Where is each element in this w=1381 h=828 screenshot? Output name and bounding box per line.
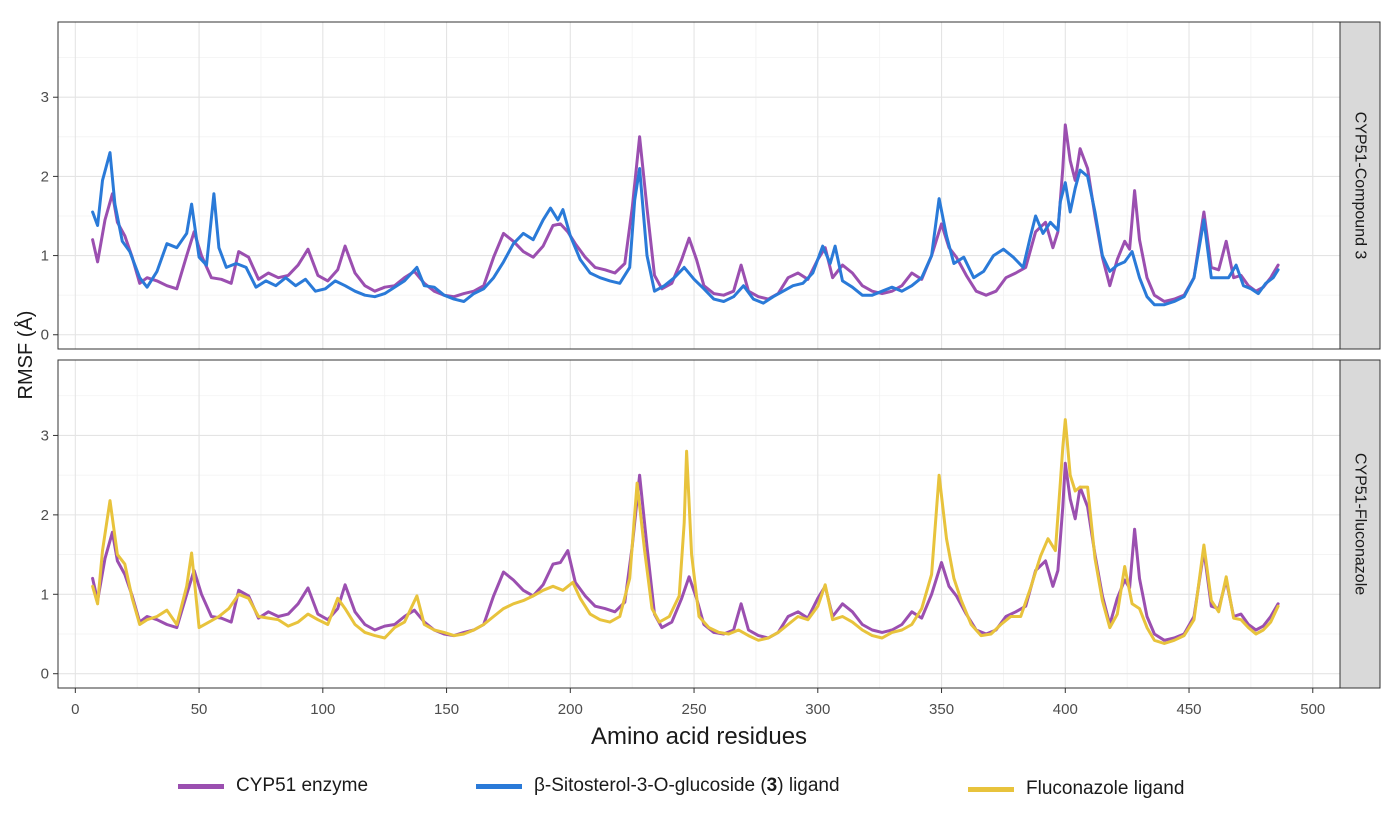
y-tick-label: 3 <box>41 427 49 444</box>
panel-border <box>57 21 1341 350</box>
panel-border <box>57 359 1341 689</box>
x-tick-label: 250 <box>682 701 707 718</box>
series-line-1-1 <box>91 418 1280 645</box>
legend-swatch-sitosterol <box>476 783 522 789</box>
legend-label-fluconazole: Fluconazole ligand <box>1026 778 1185 799</box>
series-line-0-0 <box>91 123 1280 303</box>
y-tick-label: 0 <box>41 327 49 344</box>
x-tick-label: 400 <box>1053 701 1078 718</box>
y-axis-title: RMSF (Å) <box>14 311 37 400</box>
x-tick-label: 450 <box>1177 701 1202 718</box>
legend-label-sitosterol: β-Sitosterol-3-O-glucoside (3) ligand <box>534 775 840 796</box>
legend-item-sitosterol: β-Sitosterol-3-O-glucoside (3) ligand <box>476 775 840 797</box>
x-tick-label: 200 <box>558 701 583 718</box>
x-tick-label: 500 <box>1300 701 1325 718</box>
y-tick-label: 0 <box>41 666 49 683</box>
legend-swatch-cyp51 <box>178 783 224 789</box>
facet-strip <box>1339 21 1381 350</box>
x-tick-label: 50 <box>191 701 208 718</box>
series-line-0-1 <box>91 151 1280 307</box>
x-axis-title: Amino acid residues <box>591 723 807 750</box>
x-tick-label: 0 <box>71 701 79 718</box>
y-tick-label: 2 <box>41 507 49 524</box>
y-tick-label: 1 <box>41 248 49 265</box>
facet-strip <box>1339 359 1381 689</box>
legend-swatch-fluconazole <box>968 786 1014 792</box>
legend-item-fluconazole: Fluconazole ligand <box>968 778 1184 800</box>
legend-item-cyp51: CYP51 enzyme <box>178 775 368 797</box>
x-tick-label: 300 <box>805 701 830 718</box>
facet-strip-label: CYP51-Compound 3 <box>1352 112 1369 260</box>
y-tick-label: 3 <box>41 89 49 106</box>
y-tick-label: 2 <box>41 168 49 185</box>
chart-legend: CYP51 enzyme β-Sitosterol-3-O-glucoside … <box>0 770 1381 810</box>
facet-strip-label: CYP51-Fluconazole <box>1352 453 1369 595</box>
x-tick-label: 350 <box>929 701 954 718</box>
legend-label-cyp51: CYP51 enzyme <box>236 775 369 796</box>
x-tick-label: 100 <box>310 701 335 718</box>
x-tick-label: 150 <box>434 701 459 718</box>
y-tick-label: 1 <box>41 586 49 603</box>
